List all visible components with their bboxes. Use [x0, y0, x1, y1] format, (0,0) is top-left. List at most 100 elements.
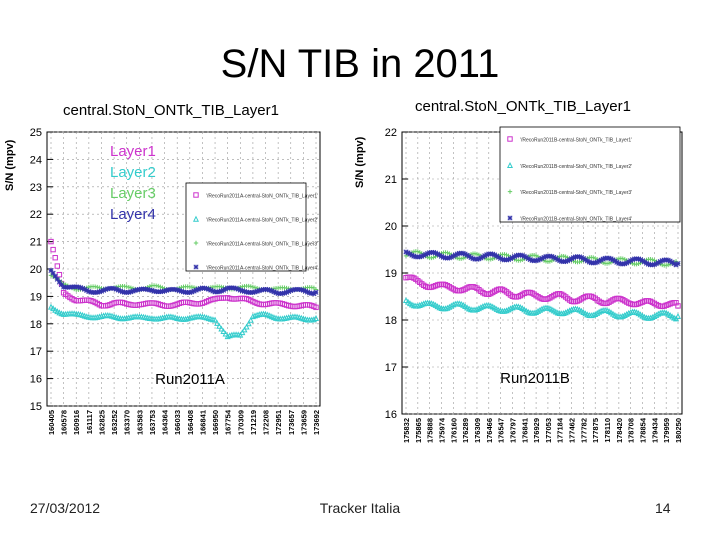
data-point-layer4-b: [563, 258, 569, 265]
data-point-layer2-b: [444, 304, 451, 311]
data-point-layer2-b: [533, 308, 540, 315]
x-tick-label-b: 176797: [508, 418, 517, 443]
data-point-layer2-b: [477, 304, 484, 311]
legend-marker-a: [193, 192, 199, 198]
data-point-layer4-a: [313, 289, 319, 295]
data-point-layer2-b: [509, 304, 516, 311]
data-point-layer4-b: [553, 255, 559, 262]
y-tick-label-a: 23: [30, 182, 42, 194]
data-point-layer4-a: [58, 282, 65, 288]
data-point-layer2-b: [619, 312, 626, 319]
layer-label-layer2: Layer2: [110, 164, 156, 181]
data-point-layer4-a: [204, 286, 210, 292]
data-point-layer2-b: [623, 310, 630, 317]
data-point-layer4-b: [537, 256, 543, 262]
data-point-layer4-a: [82, 286, 88, 292]
x-tick-label-b: 176160: [449, 418, 458, 443]
legend-entry-b: '/RecoRun2011B-central-StoN_ONTk_TIB_Lay…: [520, 190, 632, 196]
data-point-layer4-b: [521, 253, 527, 259]
data-point-layer4-a: [210, 288, 216, 294]
data-point-layer4-b: [655, 260, 661, 266]
data-point-layer2-b: [655, 310, 662, 317]
data-point-layer4-b: [580, 255, 586, 262]
data-point-layer4-a: [216, 289, 222, 295]
legend-marker-a: [193, 264, 199, 270]
data-point-layer3-a: [250, 284, 256, 290]
data-point-layer4-a: [305, 289, 311, 295]
layer-label-layer3: Layer3: [110, 185, 156, 202]
data-point-layer4-a: [218, 288, 224, 294]
data-point-layer1-a: [48, 238, 54, 245]
x-tick-label-b: 178708: [627, 418, 636, 443]
data-point-layer3-b: [636, 261, 641, 266]
legend-box-a: [185, 182, 307, 272]
data-point-layer4-a: [256, 288, 262, 294]
data-point-layer4-a: [311, 291, 317, 297]
data-point-layer4-a: [191, 288, 197, 294]
data-point-layer2-a: [310, 316, 317, 323]
data-point-layer3-b: [488, 257, 493, 262]
data-point-layer4-a: [254, 288, 260, 294]
data-point-layer4-b: [576, 254, 583, 260]
data-point-layer2-a: [245, 320, 252, 327]
data-point-layer4-a: [130, 288, 136, 294]
data-point-layer4-b: [417, 254, 423, 260]
data-point-layer2-a: [50, 305, 57, 312]
x-tick-label-a: 173657: [287, 410, 296, 435]
data-point-layer4-a: [50, 270, 56, 276]
data-point-layer4-b: [639, 258, 646, 264]
data-point-layer2-b: [473, 305, 480, 312]
chart-run2011b: central.StoN_ONTk_TIB_Layer1 S/N (mpv) 16 1…: [354, 98, 683, 443]
data-point-layer4-b: [584, 258, 590, 264]
data-point-layer4-a: [307, 290, 313, 296]
data-point-layer3-a: [248, 284, 254, 289]
data-point-layer4-b: [651, 261, 657, 268]
x-tick-label-a: 160578: [60, 410, 69, 435]
data-point-layer1-a: [313, 304, 319, 311]
x-tick-label-a: 161117: [85, 410, 94, 434]
data-point-layer4-b: [565, 258, 571, 264]
x-tick-label-a: 166033: [173, 410, 182, 435]
data-point-layer4-b: [624, 260, 630, 266]
data-point-layer4-a: [281, 290, 288, 296]
data-point-layer4-b: [586, 259, 592, 265]
y-axis-label-a: S/N (mpv): [4, 139, 16, 191]
data-point-layer4-b: [478, 255, 484, 261]
data-point-layer4-a: [193, 287, 199, 293]
data-point-layer3-a: [95, 284, 100, 290]
data-point-layer4-a: [164, 287, 170, 293]
data-point-layer4-a: [128, 289, 134, 295]
data-point-layer3-b: [606, 261, 612, 266]
data-point-layer4-b: [498, 255, 504, 262]
data-point-layer4-b: [438, 253, 445, 259]
data-point-layer4-b: [653, 261, 659, 267]
data-point-layer2-b: [560, 309, 567, 316]
data-point-layer4-a: [273, 290, 279, 296]
data-point-layer4-b: [434, 251, 441, 257]
data-point-layer4-a: [286, 288, 292, 295]
legend-entry-b: '/RecoRun2011B-central-StoN_ONTk_TIB_Lay…: [520, 217, 632, 223]
data-point-layer3-b: [600, 260, 606, 266]
points-b: [402, 249, 682, 322]
legend-marker-a: [193, 240, 199, 246]
data-point-layer3-b: [431, 255, 436, 260]
data-point-layer4-b: [622, 261, 628, 267]
data-point-layer4-b: [519, 252, 525, 258]
data-point-layer2-a: [220, 328, 227, 335]
data-point-layer2-a: [241, 326, 248, 333]
data-point-layer4-a: [237, 287, 243, 293]
period-label-b: Run2011B: [500, 370, 570, 387]
y-tick-label-a: 25: [30, 127, 42, 139]
legend-a: '/RecoRun2011A-central-StoN_ONTk_TIB_Lay…: [185, 182, 318, 272]
x-tick-label-a: 163252: [110, 410, 119, 435]
data-point-layer4-b: [513, 253, 519, 259]
x-tick-label-a: 166408: [186, 410, 195, 435]
data-point-layer2-b: [674, 312, 682, 319]
legend-marker-b: [506, 162, 514, 169]
data-point-layer4-b: [452, 252, 458, 258]
data-point-layer4-b: [628, 258, 634, 264]
data-point-layer4-b: [476, 256, 482, 262]
data-point-layer4-b: [440, 254, 447, 260]
data-point-layer4-b: [600, 256, 606, 262]
x-tick-label-b: 177875: [591, 418, 600, 443]
